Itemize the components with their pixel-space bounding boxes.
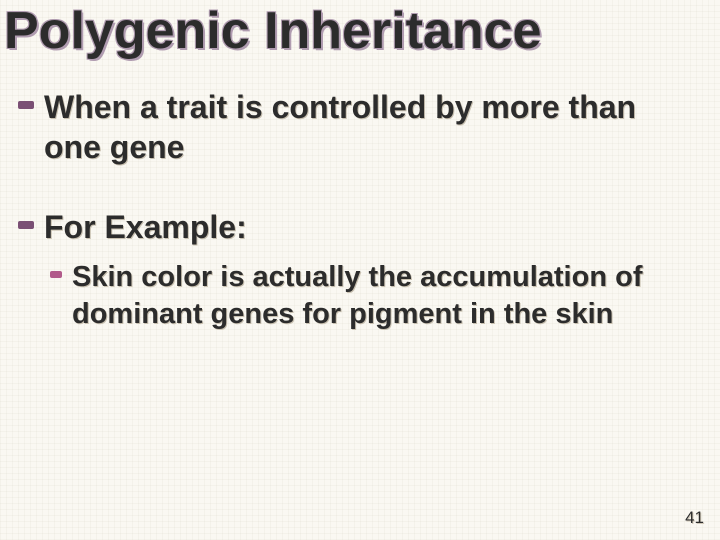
bullet-definition: When a trait is controlled by more than … xyxy=(44,87,692,167)
page-number: 41 xyxy=(685,508,704,528)
slide-content: When a trait is controlled by more than … xyxy=(0,69,720,333)
bullet-example-label: For Example: xyxy=(44,207,692,247)
bullet-example-label-text: For Example: xyxy=(44,209,247,245)
bullet-example-detail: Skin color is actually the accumulation … xyxy=(72,259,692,333)
bullet-level1-icon xyxy=(18,221,34,229)
bullet-definition-text: When a trait is controlled by more than … xyxy=(44,89,636,165)
sub-bullet-group: Skin color is actually the accumulation … xyxy=(44,259,692,333)
bullet-level1-icon xyxy=(18,101,34,109)
bullet-example-detail-text: Skin color is actually the accumulation … xyxy=(72,261,642,330)
slide-container: Polygenic Inheritance When a trait is co… xyxy=(0,0,720,540)
slide-title: Polygenic Inheritance xyxy=(0,0,720,69)
bullet-level2-icon xyxy=(50,271,62,278)
